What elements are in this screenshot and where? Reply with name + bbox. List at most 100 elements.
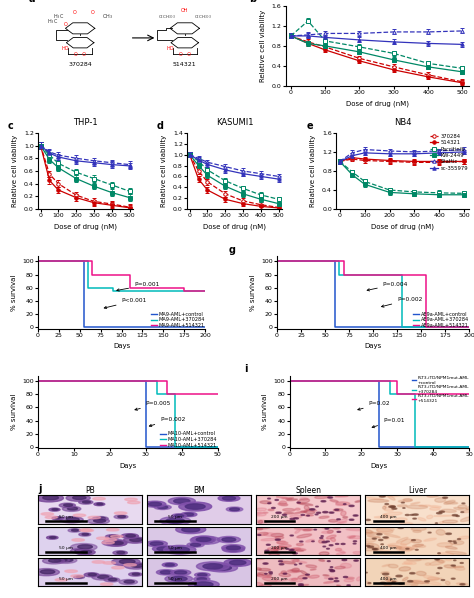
Circle shape bbox=[328, 497, 333, 498]
Ellipse shape bbox=[428, 577, 439, 580]
Ellipse shape bbox=[92, 561, 105, 563]
Ellipse shape bbox=[330, 500, 338, 502]
Ellipse shape bbox=[416, 571, 426, 575]
Circle shape bbox=[55, 517, 62, 519]
Circle shape bbox=[60, 517, 83, 523]
Ellipse shape bbox=[291, 559, 299, 562]
Ellipse shape bbox=[93, 498, 105, 500]
Ellipse shape bbox=[104, 538, 117, 541]
Circle shape bbox=[162, 563, 177, 567]
Ellipse shape bbox=[387, 543, 407, 547]
Circle shape bbox=[121, 533, 138, 538]
Ellipse shape bbox=[399, 567, 410, 571]
Text: 400 μm: 400 μm bbox=[380, 546, 396, 550]
Circle shape bbox=[312, 541, 314, 542]
Ellipse shape bbox=[323, 575, 329, 576]
Circle shape bbox=[168, 498, 195, 505]
Legend: AE9a-AML+control, AE9a-AML+370284, AE9a-AML+514321: AE9a-AML+control, AE9a-AML+370284, AE9a-… bbox=[413, 312, 469, 328]
Circle shape bbox=[428, 532, 431, 533]
Circle shape bbox=[323, 546, 326, 547]
Circle shape bbox=[175, 515, 183, 517]
Ellipse shape bbox=[281, 571, 287, 574]
Ellipse shape bbox=[402, 563, 412, 565]
Circle shape bbox=[194, 577, 210, 581]
Text: HO: HO bbox=[166, 46, 174, 51]
Ellipse shape bbox=[362, 530, 374, 533]
Ellipse shape bbox=[441, 509, 456, 512]
Circle shape bbox=[196, 562, 229, 570]
Title: NB4: NB4 bbox=[394, 118, 411, 127]
Ellipse shape bbox=[336, 502, 350, 505]
Ellipse shape bbox=[445, 559, 452, 561]
Ellipse shape bbox=[347, 536, 362, 539]
Circle shape bbox=[413, 518, 416, 519]
Text: i: i bbox=[245, 364, 248, 374]
Circle shape bbox=[229, 508, 239, 511]
Circle shape bbox=[88, 518, 109, 524]
Ellipse shape bbox=[364, 539, 375, 542]
Ellipse shape bbox=[297, 534, 311, 538]
Ellipse shape bbox=[281, 562, 295, 564]
Circle shape bbox=[191, 536, 216, 543]
Title: BM: BM bbox=[193, 486, 205, 495]
Ellipse shape bbox=[276, 497, 292, 499]
Ellipse shape bbox=[377, 527, 394, 532]
Ellipse shape bbox=[466, 507, 470, 509]
Text: a: a bbox=[29, 0, 35, 4]
Circle shape bbox=[196, 538, 211, 541]
Circle shape bbox=[68, 529, 81, 532]
Ellipse shape bbox=[362, 548, 383, 551]
Circle shape bbox=[132, 573, 140, 575]
Text: d: d bbox=[156, 121, 164, 132]
Circle shape bbox=[118, 515, 126, 518]
Ellipse shape bbox=[459, 536, 470, 539]
Ellipse shape bbox=[412, 544, 423, 547]
Text: O: O bbox=[91, 10, 95, 15]
Circle shape bbox=[71, 549, 87, 553]
Circle shape bbox=[410, 572, 415, 574]
Ellipse shape bbox=[301, 511, 307, 512]
Y-axis label: % survival: % survival bbox=[10, 394, 17, 430]
Circle shape bbox=[184, 504, 201, 508]
Legend: 370284, 514321, Pacritinib, KW-2449, Stattic, sc-355979: 370284, 514321, Pacritinib, KW-2449, Sta… bbox=[430, 134, 468, 170]
Circle shape bbox=[222, 547, 245, 553]
Ellipse shape bbox=[372, 526, 378, 529]
Circle shape bbox=[329, 578, 333, 579]
Ellipse shape bbox=[263, 576, 271, 578]
X-axis label: Dose of drug (nM): Dose of drug (nM) bbox=[346, 100, 409, 107]
Ellipse shape bbox=[407, 505, 428, 509]
Circle shape bbox=[71, 544, 97, 551]
Ellipse shape bbox=[284, 512, 293, 514]
Ellipse shape bbox=[253, 526, 271, 529]
Circle shape bbox=[349, 519, 354, 520]
Ellipse shape bbox=[292, 578, 298, 580]
Ellipse shape bbox=[376, 528, 393, 533]
Ellipse shape bbox=[365, 530, 372, 533]
Text: P=0.004: P=0.004 bbox=[367, 282, 408, 291]
Circle shape bbox=[391, 506, 395, 507]
Circle shape bbox=[185, 504, 205, 509]
Ellipse shape bbox=[335, 566, 345, 569]
Ellipse shape bbox=[330, 538, 336, 541]
Ellipse shape bbox=[256, 520, 267, 523]
Text: 514321: 514321 bbox=[173, 62, 197, 67]
Y-axis label: % survival: % survival bbox=[262, 394, 268, 430]
Ellipse shape bbox=[435, 498, 446, 502]
Ellipse shape bbox=[287, 499, 298, 501]
Circle shape bbox=[63, 507, 81, 511]
Circle shape bbox=[75, 550, 84, 552]
Text: P=0.02: P=0.02 bbox=[358, 401, 390, 410]
Ellipse shape bbox=[444, 565, 456, 568]
Circle shape bbox=[438, 553, 440, 554]
Circle shape bbox=[179, 502, 212, 511]
Ellipse shape bbox=[303, 529, 313, 531]
Text: HO: HO bbox=[62, 46, 69, 51]
Ellipse shape bbox=[286, 498, 293, 500]
Circle shape bbox=[329, 545, 333, 546]
Text: P=0.01: P=0.01 bbox=[372, 418, 404, 428]
Ellipse shape bbox=[423, 581, 441, 585]
Text: O   O: O O bbox=[179, 52, 191, 57]
Ellipse shape bbox=[282, 498, 287, 499]
Ellipse shape bbox=[71, 575, 83, 577]
Circle shape bbox=[113, 551, 128, 555]
